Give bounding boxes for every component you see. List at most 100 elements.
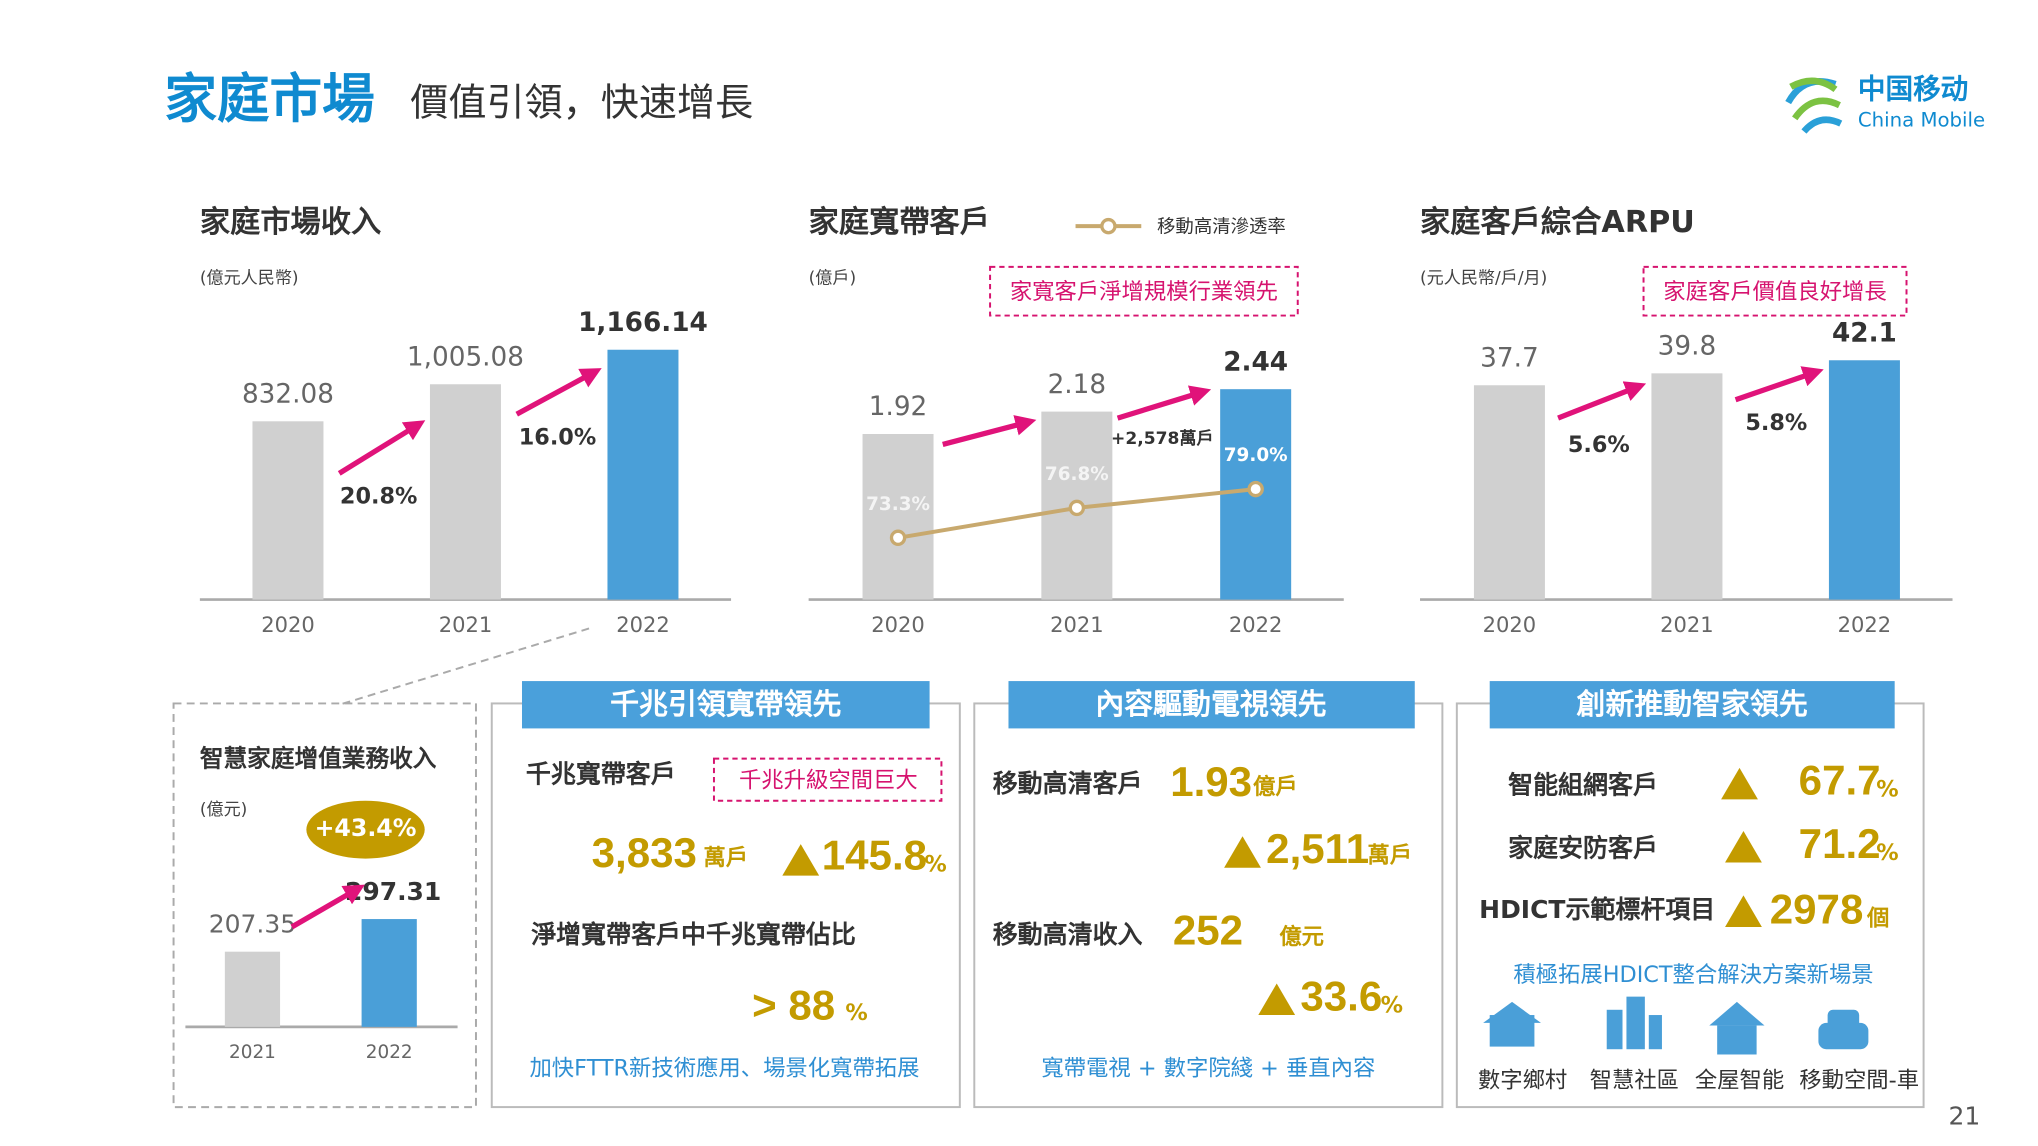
detail-box [172,702,477,1109]
panel-text: 移動高清客戶 [993,769,1143,798]
panel-text: % [1876,840,1898,866]
panel-text: HDICT示範標杆項目 [1479,895,1715,924]
logo-icon [1785,77,1843,134]
slide-title: 家庭市場 [164,69,374,130]
panel-text: 億戶 [1253,774,1298,800]
logo-text: 中国移动 [1858,73,1968,106]
value-label: 39.8 [1658,332,1717,362]
panel-text: 2,511 [1266,825,1369,872]
panel-text: 145.8 [822,832,927,879]
panel-text: % [924,852,946,878]
connector [338,627,590,706]
growth-arrow [1734,366,1824,403]
x-tick-label: 2021 [229,1042,276,1063]
x-tick-label: 2022 [366,1042,413,1063]
callout: 家寬客戶淨增規模行業領先 [1010,279,1278,305]
unit-label: (億戶) [809,269,856,289]
panel-text: 家庭安防客戶 [1508,833,1658,862]
panel-text: 積極拓展HDICT整合解決方案新場景 [1513,962,1873,988]
tag-box [712,757,943,802]
chart-title: 智慧家庭增值業務收入 [200,744,437,772]
line-value-label: 76.8% [1045,464,1109,485]
panel-text: > 88 [752,982,835,1029]
panel-text: 33.6 [1300,972,1382,1019]
panel-title: 千兆引領寬帶領先 [610,687,841,721]
line-value-label: 73.3% [866,494,930,515]
x-tick-label: 2022 [1838,612,1891,637]
panel-text: % [845,1000,867,1026]
bar [1473,385,1545,600]
value-label: 37.7 [1480,343,1539,373]
annotation: 5.8% [1745,410,1807,436]
slide-subtitle: 價值引領，快速增長 [410,81,753,125]
panel-text: 千兆升級空間巨大 [739,768,918,794]
line-point [1247,480,1264,498]
chart-title: 家庭客戶綜合ARPU [1420,204,1695,240]
panel-text: 71.2 [1799,820,1881,867]
panel-text: % [1381,992,1403,1018]
value-label: 297.31 [345,877,441,906]
line-point [889,529,907,546]
value-label: 42.1 [1832,318,1897,348]
bar [607,349,679,600]
panel-text: 千兆寬帶客戶 [526,760,676,789]
growth-arrow [290,884,365,930]
x-tick-label: 2021 [1660,612,1713,637]
chart-title: 家庭市場收入 [200,204,381,240]
panel-title: 內容驅動電視領先 [1095,687,1326,721]
growth-pill [306,800,425,859]
panel-text: 萬戶 [1367,842,1412,868]
panel-text: 移動高清收入 [993,920,1143,949]
panel-title: 創新推動智家領先 [1577,687,1808,721]
panel-text: 3,833 [592,829,697,876]
growth-arrow [1116,385,1212,421]
logo-text: China Mobile [1858,108,1985,131]
panel-text: 2978 [1770,886,1864,933]
panel-text: 智慧社區 [1590,1067,1679,1093]
unit-label: (元人民幣/戶/月) [1420,269,1547,289]
x-tick-label: 2021 [439,612,492,637]
callout: 家庭客戶價值良好增長 [1663,279,1886,305]
growth-arrow [942,415,1037,447]
up-triangles [782,767,1762,1016]
panel-text: 淨增寬帶客戶中千兆寬帶佔比 [531,920,856,949]
panel-text: 252 [1173,907,1243,954]
callout-box [1642,265,1908,317]
panel-text: 智能組網客戶 [1508,770,1658,799]
x-tick-label: 2021 [1050,612,1103,637]
value-label: 207.35 [209,909,296,938]
panel-text: 數字鄉村 [1478,1067,1567,1093]
value-label: 2.18 [1048,370,1107,400]
unit-label: (億元人民幣) [200,269,299,289]
x-tick-label: 2022 [1229,612,1282,637]
scene-icons [1483,996,1869,1055]
chart-title: 家庭寬帶客戶 [809,204,990,240]
value-label: 1.92 [869,392,928,422]
panel-text: 1.93 [1170,758,1252,805]
x-tick-label: 2020 [871,612,924,637]
panel-text: 寬帶電視 + 數字院綫 + 垂直內容 [1041,1055,1375,1081]
legend-label: 移動高清滲透率 [1157,216,1286,237]
annotation: +2,578萬戶 [1111,428,1214,449]
panel-text: 億元 [1279,924,1324,950]
bar [429,384,501,600]
bar [1828,360,1900,600]
bar [252,421,324,600]
annotation: +43.4% [315,814,417,842]
bar [1651,373,1723,600]
panel-text: 移動空間-車 [1799,1067,1919,1093]
annotation: 5.6% [1568,432,1630,458]
value-label: 1,166.14 [578,308,708,338]
x-tick-label: 2020 [1483,612,1536,637]
panel-text: 個 [1866,906,1889,932]
panel-text: % [1876,777,1898,803]
growth-arrow [515,368,602,417]
unit-label: (億元) [200,800,247,820]
legend-marker [1100,217,1117,235]
growth-arrow [1557,381,1647,421]
bar [862,434,934,600]
panel-text: 67.7 [1799,757,1881,804]
x-tick-label: 2020 [261,612,314,637]
